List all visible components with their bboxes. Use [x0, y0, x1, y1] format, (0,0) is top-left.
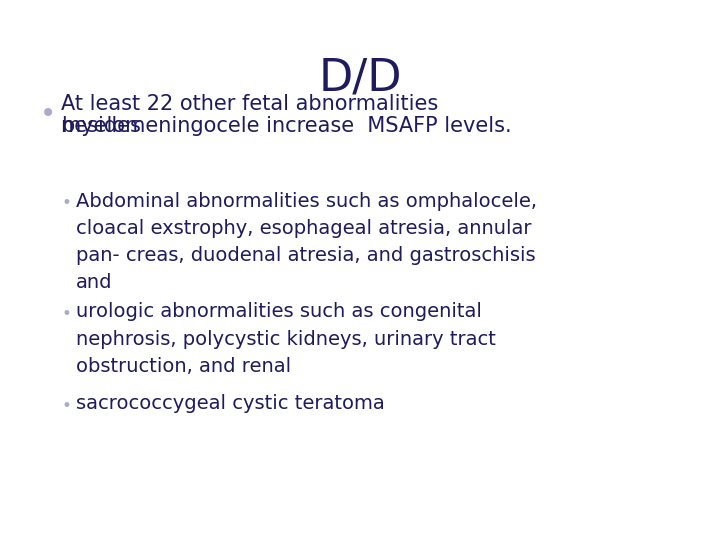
Text: myelomeningocele increase  MSAFP levels.: myelomeningocele increase MSAFP levels. — [61, 116, 512, 136]
Text: urologic abnormalities such as congenital
nephrosis, polycystic kidneys, urinary: urologic abnormalities such as congenita… — [76, 302, 495, 376]
Text: •: • — [61, 305, 71, 323]
Text: •: • — [40, 100, 56, 128]
Text: sacrococcygeal cystic teratoma: sacrococcygeal cystic teratoma — [76, 394, 384, 413]
Text: Abdominal abnormalities such as omphalocele,
cloacal exstrophy, esophageal atres: Abdominal abnormalities such as omphaloc… — [76, 192, 536, 293]
Text: •: • — [61, 194, 71, 212]
Text: At least 22 other fetal abnormalities: At least 22 other fetal abnormalities — [61, 94, 438, 114]
Text: D/D: D/D — [318, 57, 402, 100]
Text: •: • — [61, 397, 71, 415]
Text: besides: besides — [61, 116, 141, 136]
